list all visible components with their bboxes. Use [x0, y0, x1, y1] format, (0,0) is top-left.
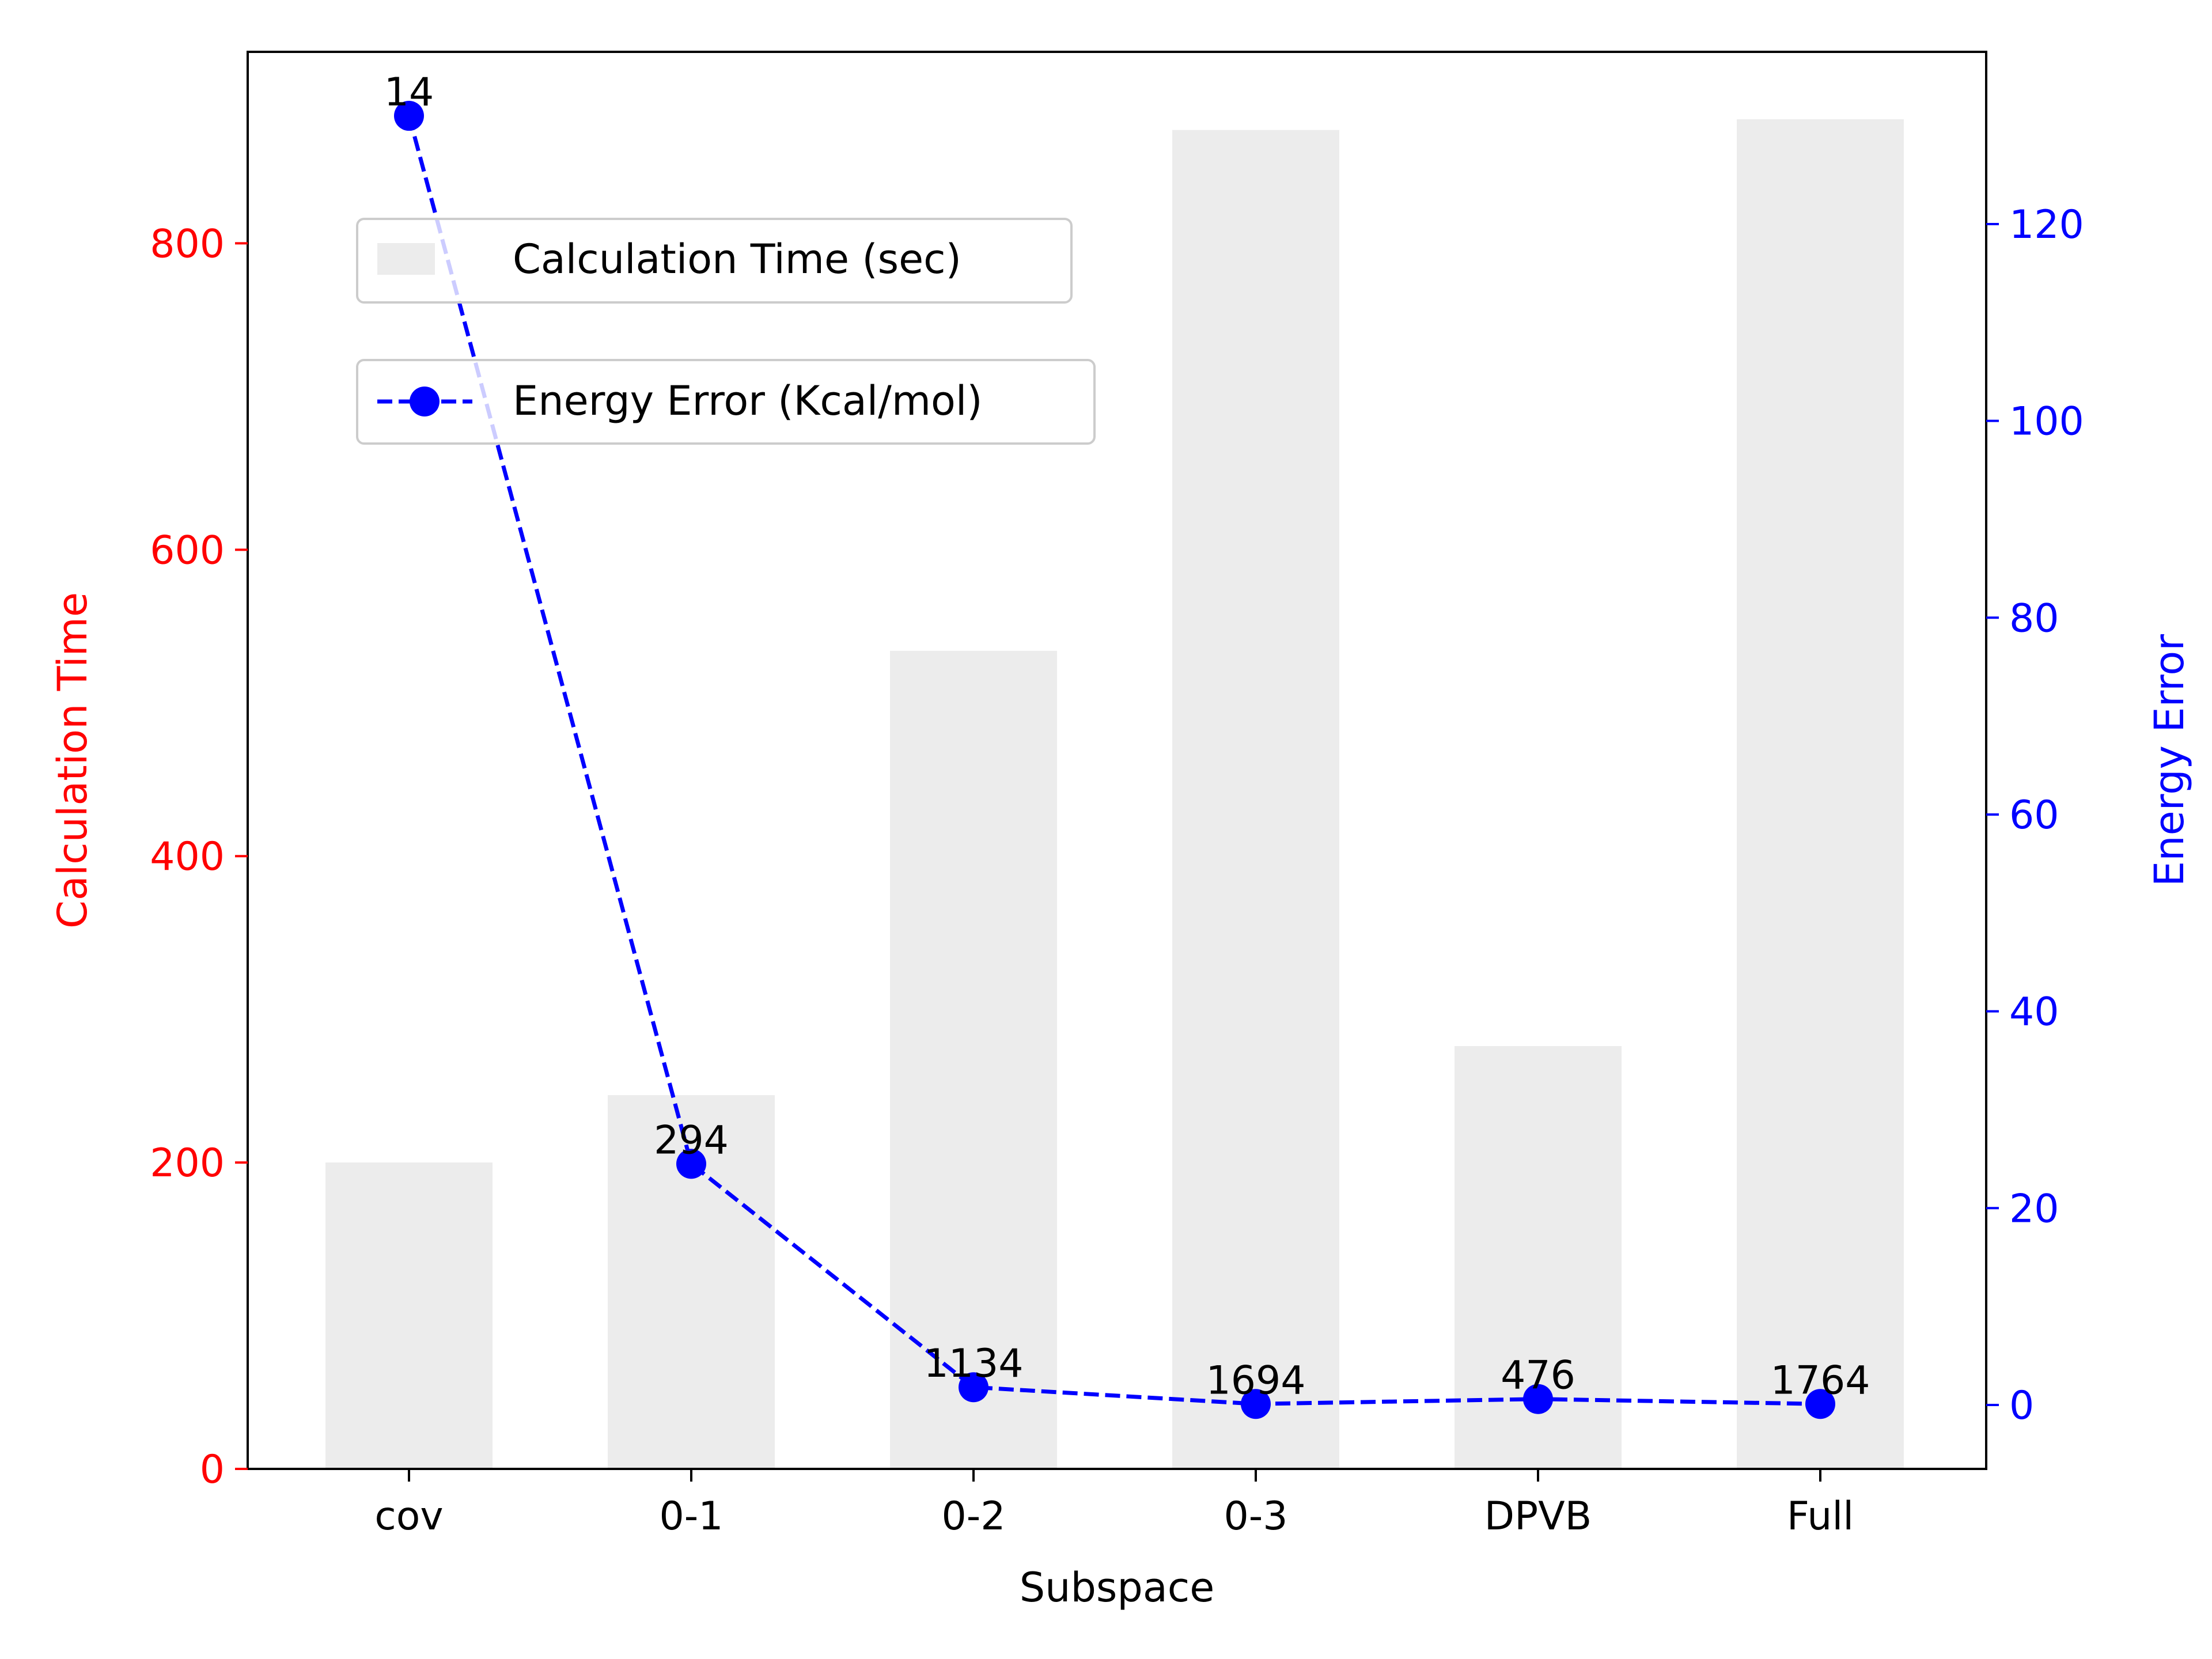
data-labels: 14 294 1134 1694 476 1764 — [384, 70, 1870, 1403]
data-label-0-2: 1134 — [923, 1341, 1023, 1387]
legend-line-marker — [410, 387, 440, 416]
x-tick-label: cov — [374, 1494, 443, 1539]
left-y-axis-label: Calculation Time — [49, 592, 96, 929]
right-y-tick-label: 120 — [2009, 202, 2084, 248]
line-series — [394, 101, 1835, 1419]
energy-error-line — [407, 115, 1821, 1406]
data-label-Full: 1764 — [1770, 1358, 1870, 1403]
x-tick-label: 0-2 — [941, 1494, 1005, 1539]
left-y-tick-label: 200 — [150, 1141, 225, 1186]
right-y-tick-label: 40 — [2009, 990, 2059, 1035]
data-label-cov: 14 — [384, 70, 434, 115]
legend-bar-swatch — [377, 243, 435, 275]
bar-Full — [1737, 119, 1904, 1469]
x-tick-label: 0-3 — [1224, 1494, 1287, 1539]
x-axis-label: Subspace — [1020, 1564, 1215, 1611]
right-y-tick-label: 80 — [2009, 596, 2059, 641]
point-0-2 — [959, 1372, 988, 1403]
legend-bar: Calculation Time (sec) — [356, 218, 1073, 304]
legend-bar-box — [356, 218, 1073, 304]
bar-cov — [325, 1162, 493, 1469]
legend-bar-label: Calculation Time (sec) — [513, 236, 961, 283]
legend-line-box — [356, 359, 1096, 445]
data-label-0-1: 294 — [654, 1118, 729, 1163]
legend-line: Energy Error (Kcal/mol) — [356, 359, 1096, 445]
left-y-tick-label: 800 — [150, 221, 225, 267]
right-y-tick-label: 20 — [2009, 1186, 2059, 1232]
x-tick-label: 0-1 — [659, 1494, 723, 1539]
data-label-0-3: 1694 — [1206, 1358, 1305, 1403]
right-y-tick-label: 60 — [2009, 793, 2059, 838]
x-axis-ticks: cov 0-1 0-2 0-3 DPVB Full — [374, 1469, 1854, 1539]
left-y-tick-label: 400 — [150, 834, 225, 880]
bar-0-3 — [1172, 130, 1339, 1469]
plot-frame — [247, 51, 1987, 1470]
left-y-axis-ticks: 0 200 400 600 800 — [150, 221, 248, 1493]
left-y-tick-label: 600 — [150, 528, 225, 573]
right-y-tick-label: 0 — [2009, 1383, 2034, 1429]
legend-line-label: Energy Error (Kcal/mol) — [513, 377, 983, 425]
point-0-3 — [1241, 1389, 1271, 1419]
point-0-1 — [676, 1149, 706, 1179]
x-tick-label: DPVB — [1484, 1494, 1592, 1539]
point-cov — [394, 101, 424, 131]
bar-0-2 — [890, 650, 1057, 1469]
point-Full — [1805, 1389, 1835, 1419]
point-DPVB — [1523, 1384, 1553, 1414]
bar-series — [325, 119, 1904, 1469]
right-y-tick-label: 100 — [2009, 399, 2084, 445]
data-label-DPVB: 476 — [1501, 1353, 1575, 1399]
x-tick-label: Full — [1787, 1494, 1854, 1539]
right-y-axis-ticks: 0 20 40 60 80 100 120 — [1986, 202, 2084, 1429]
left-y-tick-label: 0 — [200, 1447, 225, 1493]
right-y-axis-label: Energy Error — [2146, 634, 2193, 887]
